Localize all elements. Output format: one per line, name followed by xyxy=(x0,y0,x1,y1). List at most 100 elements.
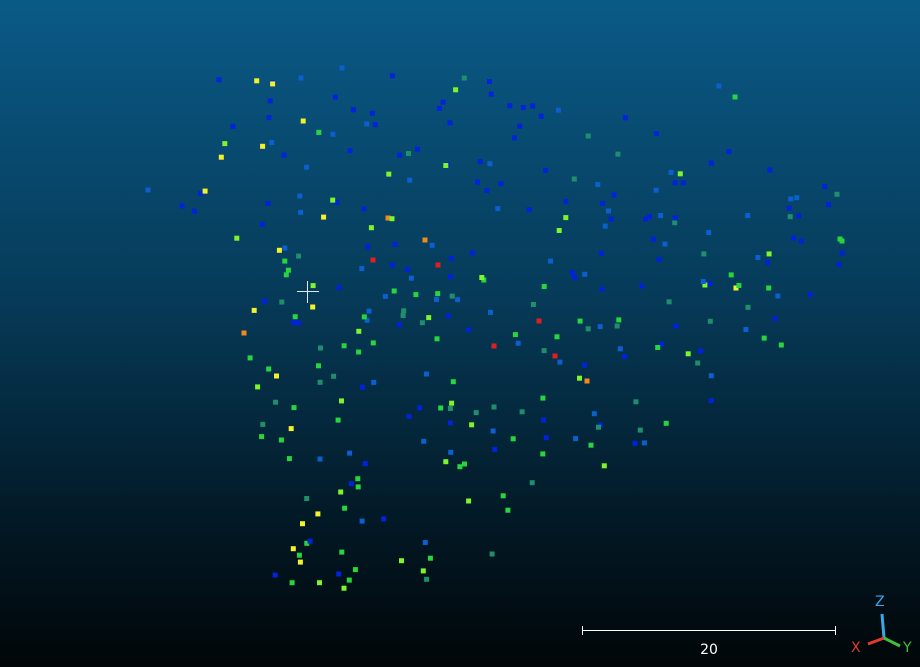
point-marker xyxy=(698,348,703,354)
point-marker xyxy=(296,320,302,326)
z-axis-line xyxy=(880,613,886,639)
point-marker xyxy=(716,83,722,89)
point-marker xyxy=(370,257,376,263)
point-marker xyxy=(435,262,441,268)
point-marker xyxy=(573,436,579,442)
point-marker xyxy=(641,440,647,446)
point-marker xyxy=(834,191,840,197)
point-marker xyxy=(145,187,151,193)
point-marker xyxy=(440,99,446,105)
point-marker xyxy=(466,327,472,333)
point-marker xyxy=(435,291,441,297)
point-marker xyxy=(489,551,495,557)
point-marker xyxy=(491,343,497,349)
point-marker xyxy=(415,146,420,152)
point-marker xyxy=(276,247,282,253)
point-marker xyxy=(265,201,271,206)
point-marker xyxy=(826,202,831,208)
point-marker xyxy=(541,284,547,289)
point-marker xyxy=(222,141,228,147)
point-marker xyxy=(536,318,542,324)
point-marker xyxy=(355,476,361,482)
scale-bar-tick-right xyxy=(835,626,836,635)
point-marker xyxy=(396,322,402,328)
point-marker xyxy=(339,549,345,555)
point-marker xyxy=(600,200,606,206)
point-marker xyxy=(791,235,797,241)
point-marker xyxy=(488,91,494,97)
point-marker xyxy=(426,315,432,321)
point-marker xyxy=(279,299,285,305)
point-marker xyxy=(745,213,751,218)
point-marker xyxy=(422,237,428,243)
point-marker xyxy=(453,87,459,93)
x-axis-line xyxy=(867,636,885,646)
scale-bar-line xyxy=(582,630,836,631)
point-marker xyxy=(706,230,712,235)
point-marker xyxy=(254,78,260,84)
point-marker xyxy=(495,206,501,212)
point-marker xyxy=(202,188,208,194)
point-marker xyxy=(341,585,347,591)
point-marker xyxy=(289,580,295,586)
point-marker xyxy=(385,215,391,221)
point-marker xyxy=(519,409,525,415)
point-marker xyxy=(466,498,472,504)
point-marker xyxy=(765,260,771,266)
point-marker xyxy=(487,161,493,167)
point-marker xyxy=(672,215,678,221)
point-marker xyxy=(218,154,224,160)
point-marker xyxy=(653,131,659,137)
point-marker xyxy=(787,214,793,220)
point-marker xyxy=(339,65,345,71)
point-marker xyxy=(659,341,665,347)
point-marker xyxy=(389,73,395,79)
point-marker xyxy=(400,313,406,318)
point-marker xyxy=(424,576,430,582)
point-marker xyxy=(406,151,411,156)
point-marker xyxy=(796,213,802,219)
point-marker xyxy=(615,151,621,157)
point-marker xyxy=(733,285,739,291)
point-marker xyxy=(839,238,845,244)
point-marker xyxy=(767,167,773,173)
point-marker xyxy=(270,81,276,87)
axis-orientation-gizmo[interactable]: Z X Y xyxy=(846,592,916,662)
point-marker xyxy=(281,152,287,158)
point-marker xyxy=(677,171,683,177)
z-axis-label: Z xyxy=(875,594,885,610)
point-marker xyxy=(282,245,288,251)
point-marker xyxy=(291,319,297,325)
point-marker xyxy=(298,209,304,215)
point-marker xyxy=(347,148,353,154)
point-marker xyxy=(241,330,247,336)
point-marker xyxy=(330,131,336,137)
point-marker xyxy=(569,270,575,276)
axis-gizmo-lines xyxy=(867,613,901,648)
point-marker xyxy=(512,332,518,338)
point-marker xyxy=(622,115,628,121)
point-marker xyxy=(701,251,707,257)
point-marker xyxy=(350,107,356,113)
point-marker xyxy=(557,359,563,365)
point-marker xyxy=(448,449,454,455)
point-marker xyxy=(370,340,376,346)
point-marker xyxy=(563,198,569,204)
point-marker xyxy=(663,420,669,426)
point-marker xyxy=(391,288,397,294)
point-marker xyxy=(298,75,304,81)
point-marker xyxy=(457,464,463,470)
point-marker xyxy=(708,160,714,166)
point-marker xyxy=(297,193,303,199)
point-marker xyxy=(296,552,302,558)
point-marker xyxy=(372,122,378,128)
point-marker xyxy=(585,133,591,139)
point-marker xyxy=(197,190,203,196)
x-axis-label: X xyxy=(851,640,861,656)
point-marker xyxy=(247,355,253,361)
point-marker xyxy=(272,572,278,578)
point-marker xyxy=(339,398,344,404)
point-marker xyxy=(622,354,628,360)
